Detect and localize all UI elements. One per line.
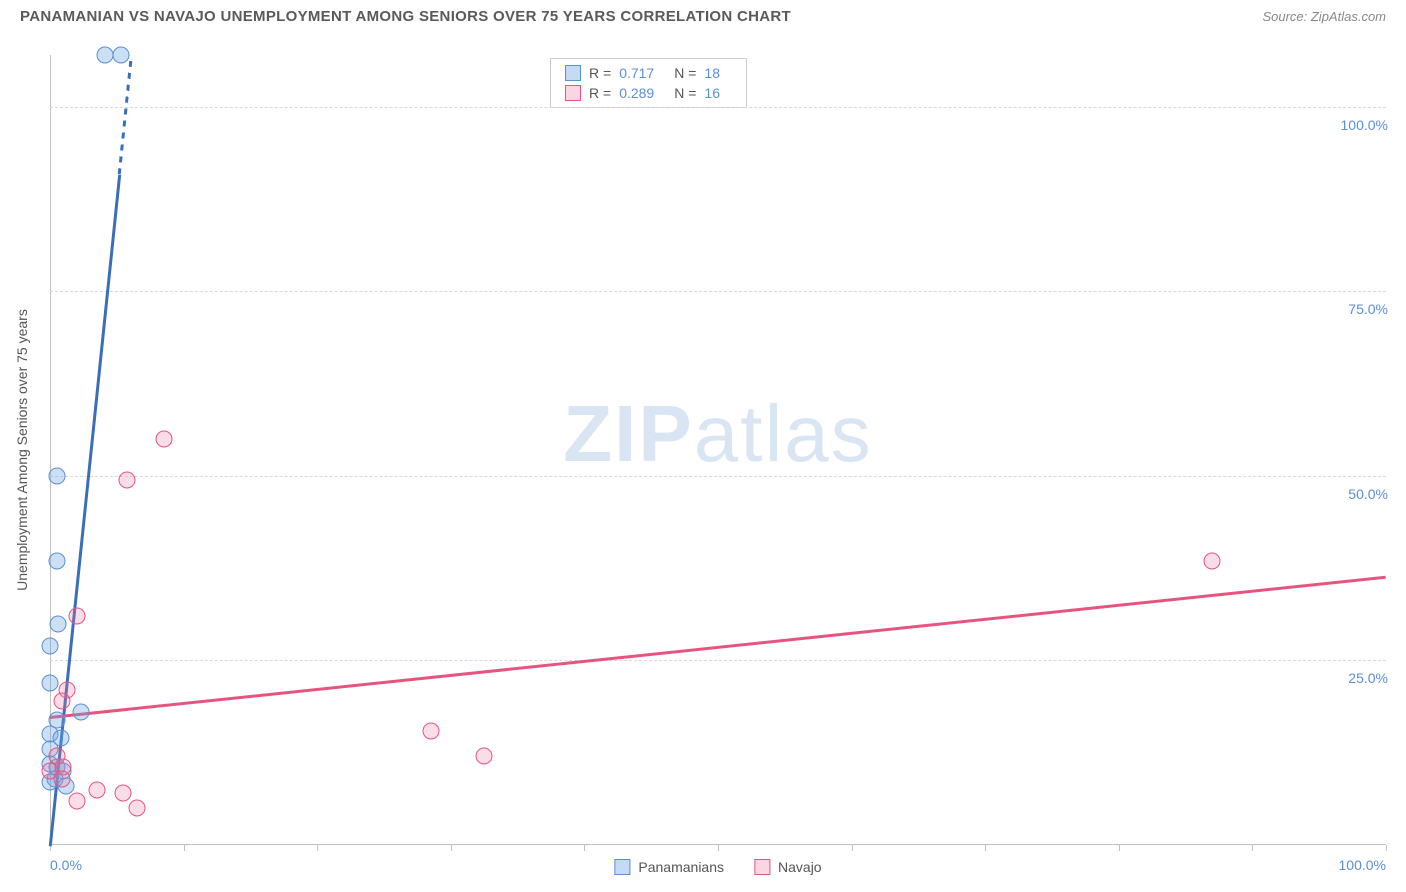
swatch-blue: [565, 65, 581, 81]
data-point: [88, 781, 105, 798]
grid-line: [50, 107, 1386, 108]
n-label: N =: [674, 65, 696, 81]
r-label: R =: [589, 65, 611, 81]
data-point: [50, 615, 67, 632]
grid-line: [50, 291, 1386, 292]
watermark: ZIPatlas: [563, 388, 872, 480]
trend-line: [50, 576, 1386, 719]
swatch-pink: [565, 85, 581, 101]
legend-item-navajo: Navajo: [754, 859, 822, 875]
data-point: [68, 608, 85, 625]
x-tick: [317, 845, 318, 851]
data-point: [128, 800, 145, 817]
data-point: [422, 722, 439, 739]
x-tick: [718, 845, 719, 851]
plot-area: ZIPatlas R = 0.717 N = 18 R = 0.289 N = …: [50, 55, 1386, 845]
x-tick: [1252, 845, 1253, 851]
x-tick: [584, 845, 585, 851]
x-tick: [451, 845, 452, 851]
watermark-zip: ZIP: [563, 389, 693, 478]
data-point: [96, 47, 113, 64]
y-axis-label: Unemployment Among Seniors over 75 years: [14, 309, 30, 591]
n-label: N =: [674, 85, 696, 101]
watermark-atlas: atlas: [694, 389, 873, 478]
y-tick-label: 75.0%: [1348, 301, 1388, 317]
legend-label-navajo: Navajo: [778, 859, 822, 875]
legend-item-panamanians: Panamanians: [614, 859, 724, 875]
legend-label-panamanians: Panamanians: [638, 859, 724, 875]
series-legend: Panamanians Navajo: [614, 859, 821, 875]
x-tick: [1386, 845, 1387, 851]
x-tick-label: 0.0%: [50, 857, 82, 873]
n-value-navajo: 16: [704, 85, 720, 101]
x-tick: [985, 845, 986, 851]
data-point: [476, 748, 493, 765]
data-point: [54, 770, 71, 787]
source-attribution: Source: ZipAtlas.com: [1262, 9, 1386, 24]
data-point: [72, 704, 89, 721]
data-point: [119, 471, 136, 488]
chart-title: PANAMANIAN VS NAVAJO UNEMPLOYMENT AMONG …: [20, 8, 791, 25]
x-tick: [852, 845, 853, 851]
trend-line: [118, 56, 133, 174]
data-point: [112, 47, 129, 64]
grid-line: [50, 660, 1386, 661]
data-point: [115, 785, 132, 802]
y-tick-label: 50.0%: [1348, 486, 1388, 502]
chart-container: Unemployment Among Seniors over 75 years…: [50, 55, 1386, 845]
r-value-navajo: 0.289: [619, 85, 654, 101]
n-value-panamanians: 18: [704, 65, 720, 81]
grid-line: [50, 476, 1386, 477]
y-tick-label: 25.0%: [1348, 670, 1388, 686]
x-tick: [184, 845, 185, 851]
legend-row-panamanians: R = 0.717 N = 18: [565, 63, 732, 83]
r-value-panamanians: 0.717: [619, 65, 654, 81]
data-point: [54, 693, 71, 710]
x-tick-label: 100.0%: [1339, 857, 1386, 873]
legend-row-navajo: R = 0.289 N = 16: [565, 83, 732, 103]
data-point: [48, 552, 65, 569]
data-point: [155, 430, 172, 447]
x-tick: [1119, 845, 1120, 851]
swatch-pink: [754, 859, 770, 875]
correlation-legend: R = 0.717 N = 18 R = 0.289 N = 16: [550, 58, 747, 108]
swatch-blue: [614, 859, 630, 875]
data-point: [68, 792, 85, 809]
data-point: [1204, 552, 1221, 569]
r-label: R =: [589, 85, 611, 101]
data-point: [42, 674, 59, 691]
y-tick-label: 100.0%: [1341, 117, 1388, 133]
data-point: [42, 637, 59, 654]
data-point: [48, 467, 65, 484]
